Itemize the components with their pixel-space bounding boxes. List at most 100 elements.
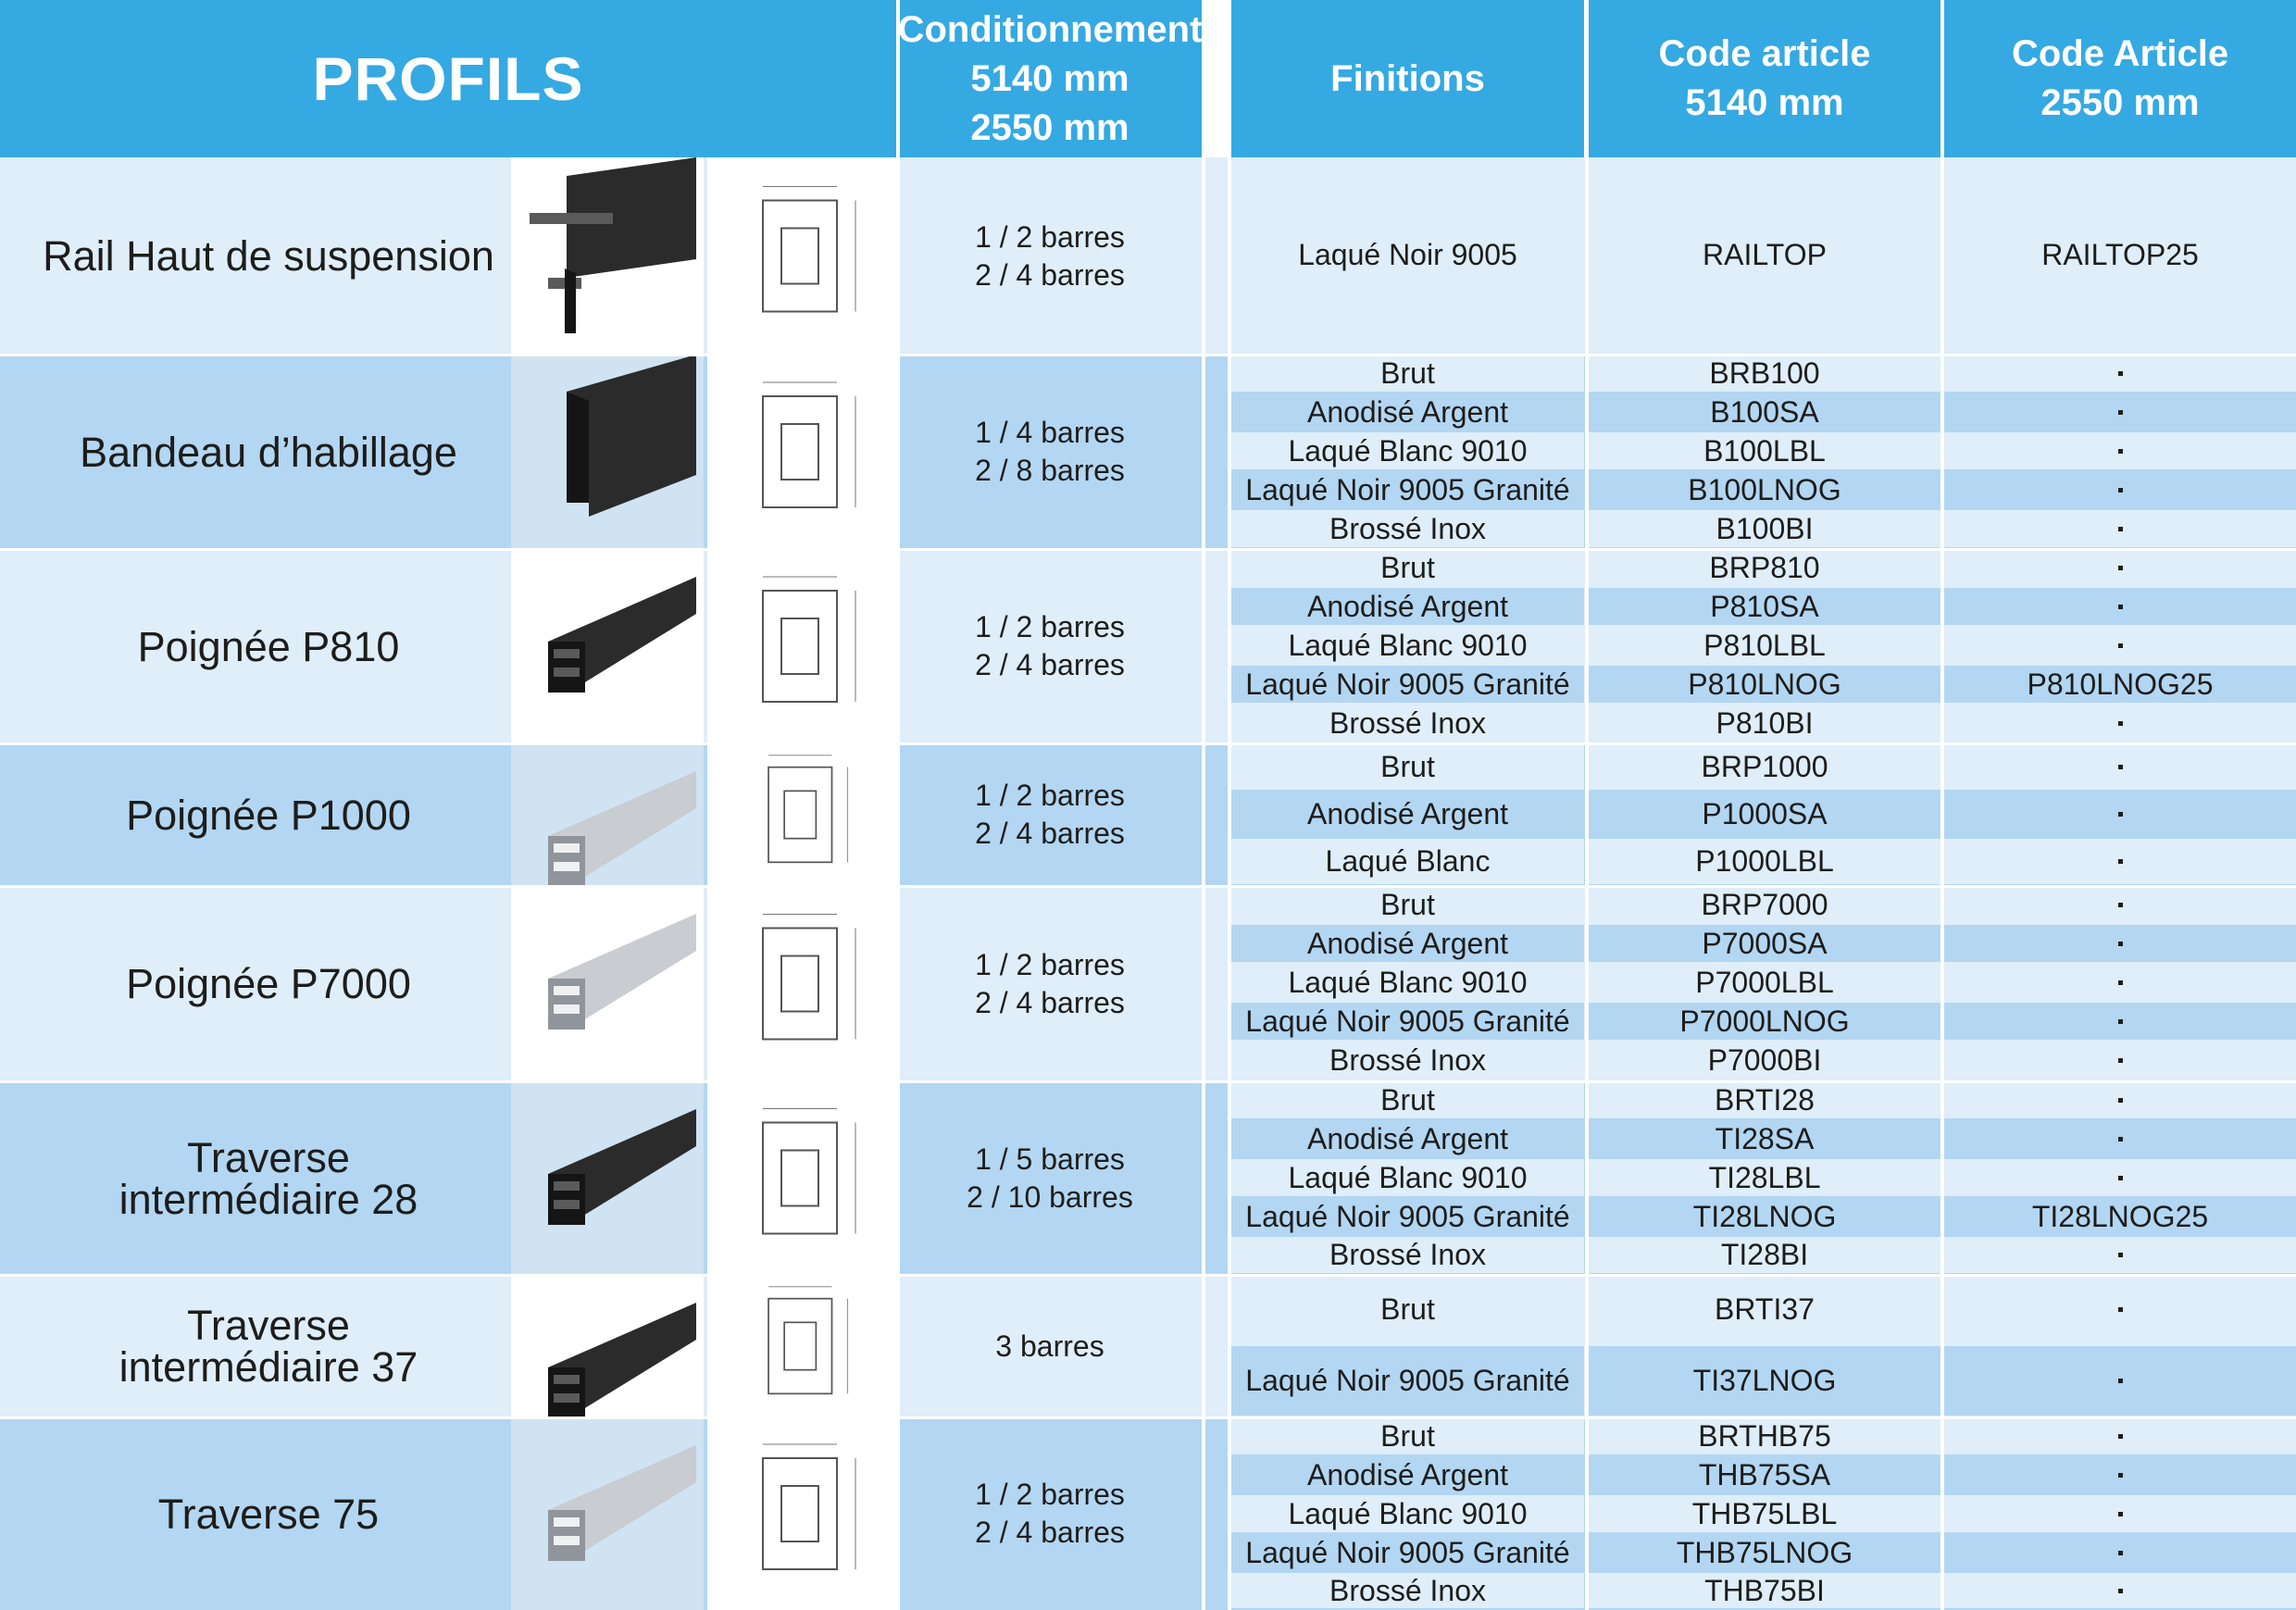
finish-cell: Laqué Blanc 9010 [1231,1495,1584,1532]
code-2550-cell [1944,1346,2296,1416]
finish-cell-text: Laqué Noir 9005 [1298,238,1517,271]
code-2550-cell [1944,1573,2296,1608]
finish-cell-text: Anodisé Argent [1306,1457,1509,1491]
code-2550-cell: TI28LNOG25 [1944,1198,2296,1235]
code-5140-cell: B100LNOG [1589,471,1940,508]
code-5140-cell: BRTI28 [1589,1081,1940,1118]
finish-cell: Laqué Blanc 9010 [1231,1159,1584,1196]
code-2550-cell-text: RAILTOP25 [2041,238,2199,271]
code-5140-cell: THB75BI [1589,1573,1940,1608]
p1000-technical-drawing [707,743,896,886]
code-5140-cell-text: P810LBL [1703,628,1826,662]
finish-cell: Brossé Inox [1231,510,1584,547]
code-5140-cell-text: TI28SA [1715,1121,1815,1155]
finish-cell-text: Laqué Blanc 9010 [1288,1496,1528,1530]
finish-cell-text: Laqué Blanc 9010 [1288,1160,1528,1194]
finish-cell: Laqué Blanc [1231,839,1584,884]
finish-cell-text: Laqué Noir 9005 Granité [1245,667,1570,701]
finish-cell-text: Brut [1380,887,1435,921]
finish-cell-text: Brossé Inox [1329,705,1486,740]
empty-bullet [2117,1379,2123,1383]
rail-technical-drawing [707,157,896,355]
code-5140-cell-text: TI37LNOG [1692,1364,1837,1397]
code-5140-cell: TI28BI [1589,1237,1940,1273]
code-2550-cell [1944,471,2296,508]
code-5140-cell: BRP7000 [1589,886,1940,923]
code-5140-cell: BRB100 [1589,355,1940,392]
product-name-line: Rail Haut de suspension [43,232,494,280]
packaging-line: 2 / 4 barres [975,1516,1125,1549]
finish-cell: Brut [1231,549,1584,586]
finish-cell-text: Laqué Blanc 9010 [1288,628,1528,662]
product-name-line: Poignée P810 [137,622,400,670]
code-5140-cell-text: B100BI [1716,511,1814,545]
code-2550-cell [1944,792,2296,837]
empty-bullet [2117,487,2123,493]
code-5140-cell-text: BRP810 [1709,550,1820,584]
finish-cell: Laqué Noir 9005 Granité [1231,1198,1584,1235]
finish-cell-text: Laqué Noir 9005 Granité [1245,1199,1570,1233]
rail-profile-photo [511,157,704,355]
product-name: Bandeau d’habillage [0,355,537,549]
product-name-line: Bandeau d’habillage [80,428,457,476]
code-5140-cell-text: BRP1000 [1701,749,1828,783]
code-5140-cell-text: TI28LNOG [1692,1199,1837,1233]
product-name: Traverse intermédiaire 37 [0,1275,537,1417]
code-5140-cell: BRTHB75 [1589,1417,1940,1454]
empty-bullet [2117,604,2123,609]
code-2550-cell [1944,1275,2296,1344]
packaging-line: 1 / 5 barres [975,1142,1125,1176]
empty-bullet [2117,1058,2123,1063]
code-5140-cell: TI28LNOG [1589,1198,1940,1235]
finish-cell-text: Anodisé Argent [1306,926,1509,960]
code-5140-cell: THB75SA [1589,1456,1940,1493]
code-5140-cell-text: TI28BI [1720,1238,1809,1271]
packaging-cell: 1 / 2 barres 2 / 4 barres [898,1417,1202,1610]
empty-bullet [2117,1307,2123,1312]
header-code-5140-line2: 5140 mm [1685,82,1844,123]
finish-cell: Laqué Noir 9005 [1231,157,1584,353]
code-2550-cell [1944,886,2296,923]
empty-bullet [2117,859,2123,864]
code-2550-cell [1944,743,2296,790]
code-5140-cell-text: THB75LNOG [1676,1535,1853,1569]
code-5140-cell-text: P7000SA [1702,926,1828,960]
code-5140-cell: P7000LBL [1589,964,1940,1001]
code-5140-cell: BRTI37 [1589,1275,1940,1344]
product-name: Poignée P1000 [0,743,537,886]
header-conditionnement-line2: 5140 mm [970,57,1129,99]
p1000-profile-photo [511,743,704,886]
product-name: Traverse intermédiaire 28 [0,1081,537,1275]
finish-cell: Brossé Inox [1231,1573,1584,1608]
code-2550-cell: P810LNOG25 [1944,666,2296,703]
code-2550-cell [1944,1003,2296,1040]
packaging-line: 1 / 2 barres [975,1478,1125,1511]
code-5140-cell-text: P7000BI [1707,1043,1822,1077]
finish-cell-text: Anodisé Argent [1306,797,1509,830]
finish-cell: Brut [1231,1081,1584,1118]
code-5140-cell: P810BI [1589,705,1940,742]
packaging-cell: 1 / 2 barres 2 / 4 barres [898,743,1202,886]
ti28-profile-photo [511,1081,704,1275]
finish-cell-text: Brossé Inox [1329,1043,1486,1077]
finish-cell: Laqué Blanc 9010 [1231,627,1584,664]
column-divider [1940,0,1944,1610]
finish-cell: Laqué Noir 9005 Granité [1231,471,1584,508]
empty-bullet [2117,1018,2123,1024]
finish-cell-text: Laqué Noir 9005 Granité [1245,472,1570,506]
column-divider [1202,0,1205,1610]
header-code-2550-line2: 2550 mm [2040,82,2200,123]
code-5140-cell-text: B100LBL [1703,433,1826,468]
finish-cell: Brut [1231,1417,1584,1454]
empty-bullet [2117,764,2123,769]
column-divider [896,0,900,1610]
empty-bullet [2117,1588,2123,1593]
empty-bullet [2117,812,2123,817]
product-name-line: Traverse [187,1302,350,1349]
product-name-line: Traverse 75 [157,1490,380,1538]
packaging-cell: 1 / 2 barres 2 / 4 barres [898,549,1202,743]
finish-cell-text: Laqué Noir 9005 Granité [1245,1004,1570,1038]
code-5140-cell: THB75LNOG [1589,1534,1940,1571]
empty-bullet [2117,941,2123,946]
